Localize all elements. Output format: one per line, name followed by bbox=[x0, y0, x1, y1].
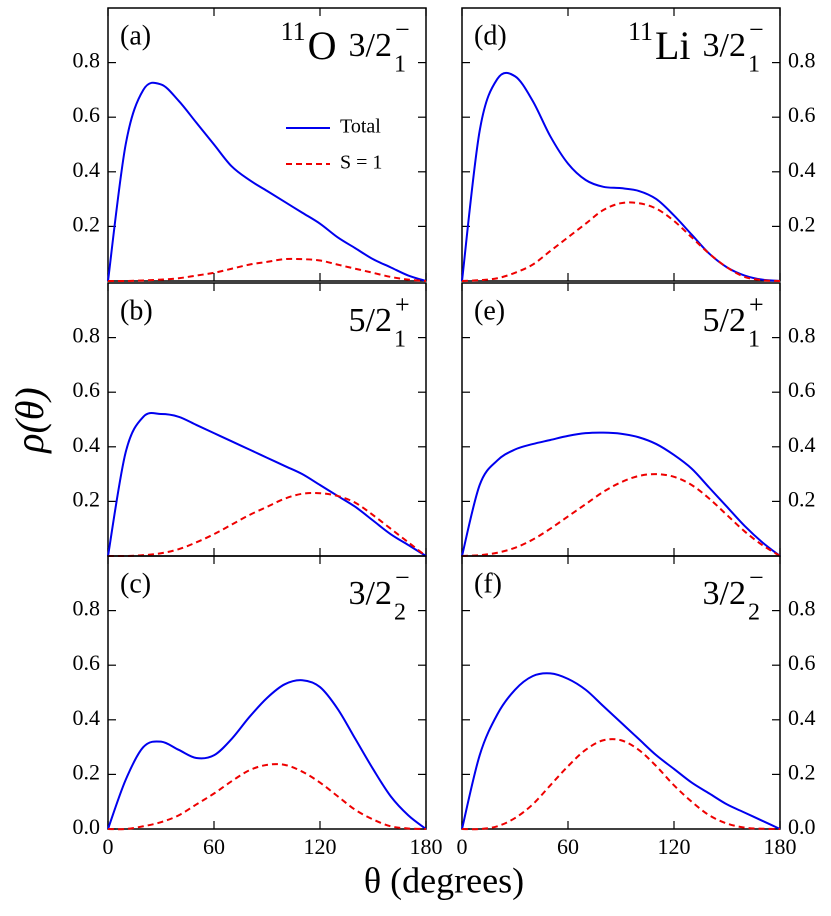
state-parity: + bbox=[395, 290, 410, 319]
series-line bbox=[107, 257, 427, 283]
state-j: 3/2 bbox=[703, 27, 746, 64]
legend-label: S = 1 bbox=[340, 152, 382, 174]
panel-label: (e) bbox=[474, 295, 505, 326]
y-tick-label: 0.4 bbox=[788, 705, 816, 730]
x-axis-label: θ (degrees) bbox=[364, 860, 524, 900]
panel-label: (c) bbox=[120, 568, 151, 599]
y-tick-label: 0.6 bbox=[788, 650, 816, 675]
state-parity: − bbox=[749, 15, 764, 44]
panel: 0.0 0.2 0.4 0.6 0.8 0 60 120 180 (c) 2 −3/2 bbox=[73, 555, 443, 859]
series-line bbox=[107, 412, 427, 557]
state-parity: − bbox=[749, 563, 764, 592]
panel-frame bbox=[461, 7, 781, 282]
y-tick-label: 0.8 bbox=[73, 596, 101, 621]
y-tick-label: 0.6 bbox=[788, 102, 816, 127]
legend-label: Total bbox=[340, 116, 381, 138]
panel-label: (d) bbox=[474, 20, 507, 51]
x-tick-label: 180 bbox=[764, 834, 797, 859]
series-line bbox=[461, 473, 781, 557]
state-index: 1 bbox=[394, 52, 406, 78]
series-line bbox=[107, 679, 427, 830]
panel: 0.2 0.4 0.6 0.8 (a) 1 −3/2 O11 Total S = 1 bbox=[73, 7, 427, 283]
y-tick-label: 0.4 bbox=[73, 432, 101, 457]
y-tick-label: 0.4 bbox=[788, 157, 816, 182]
y-tick-label: 0.4 bbox=[73, 157, 101, 182]
state-index: 1 bbox=[394, 327, 406, 353]
x-tick-label: 0 bbox=[457, 834, 468, 859]
nucleus-symbol: O bbox=[308, 23, 337, 68]
panel-frame bbox=[461, 555, 781, 830]
series-line bbox=[107, 763, 427, 831]
state-j: 5/2 bbox=[349, 302, 392, 339]
y-tick-label: 0.8 bbox=[73, 48, 101, 73]
y-tick-label: 0.8 bbox=[788, 48, 816, 73]
state-parity: + bbox=[749, 290, 764, 319]
nucleus-mass: 11 bbox=[281, 17, 306, 46]
series-line bbox=[461, 672, 781, 830]
y-tick-label: 0.2 bbox=[788, 211, 816, 236]
y-tick-label: 0.8 bbox=[73, 323, 101, 348]
y-tick-label: 0.6 bbox=[73, 650, 101, 675]
panel-label: (a) bbox=[120, 20, 151, 51]
state-j: 5/2 bbox=[703, 302, 746, 339]
state-index: 2 bbox=[748, 600, 760, 626]
x-tick-label: 180 bbox=[410, 834, 443, 859]
y-tick-label: 0.2 bbox=[73, 759, 101, 784]
state-parity: − bbox=[395, 15, 410, 44]
state-j: 3/2 bbox=[703, 575, 746, 612]
y-tick-label: 0.0 bbox=[73, 814, 101, 839]
y-tick-label: 0.2 bbox=[788, 759, 816, 784]
y-tick-label: 0.2 bbox=[73, 211, 101, 236]
nucleus-mass: 11 bbox=[628, 17, 653, 46]
y-tick-label: 0.0 bbox=[788, 814, 816, 839]
panel: 0.0 0.2 0.4 0.6 0.8 0 60 120 180 (f) 2 −3/2 bbox=[457, 555, 816, 859]
panel-label: (f) bbox=[474, 568, 502, 599]
y-tick-label: 0.4 bbox=[788, 432, 816, 457]
panel: 0.2 0.4 0.6 0.8 (e) 1 +5/2 bbox=[461, 282, 816, 557]
y-tick-label: 0.8 bbox=[788, 596, 816, 621]
state-index: 1 bbox=[748, 52, 760, 78]
series-line bbox=[107, 491, 427, 558]
series-line bbox=[461, 738, 781, 831]
x-tick-label: 120 bbox=[658, 834, 691, 859]
y-tick-label: 0.6 bbox=[73, 102, 101, 127]
panel-frame bbox=[107, 555, 427, 830]
state-index: 1 bbox=[748, 327, 760, 353]
y-tick-label: 0.4 bbox=[73, 705, 101, 730]
y-axis-label: ρ(θ) bbox=[7, 387, 52, 455]
series-line bbox=[461, 431, 781, 557]
panel-frame bbox=[107, 7, 427, 282]
x-tick-label: 60 bbox=[557, 834, 579, 859]
series-line bbox=[461, 71, 781, 282]
x-tick-label: 0 bbox=[103, 834, 114, 859]
y-tick-label: 0.6 bbox=[73, 377, 101, 402]
series-line bbox=[461, 201, 781, 282]
series-line bbox=[107, 81, 427, 282]
nucleus-symbol: Li bbox=[655, 23, 691, 68]
x-tick-label: 120 bbox=[304, 834, 337, 859]
x-tick-label: 60 bbox=[203, 834, 225, 859]
y-tick-label: 0.2 bbox=[73, 486, 101, 511]
state-index: 2 bbox=[394, 600, 406, 626]
y-tick-label: 0.6 bbox=[788, 377, 816, 402]
panel: 0.2 0.4 0.6 0.8 (b) 1 +5/2 bbox=[73, 282, 427, 558]
state-j: 3/2 bbox=[349, 575, 392, 612]
state-parity: − bbox=[395, 563, 410, 592]
y-tick-label: 0.8 bbox=[788, 323, 816, 348]
state-j: 3/2 bbox=[349, 27, 392, 64]
panel-label: (b) bbox=[120, 295, 153, 326]
y-tick-label: 0.2 bbox=[788, 486, 816, 511]
